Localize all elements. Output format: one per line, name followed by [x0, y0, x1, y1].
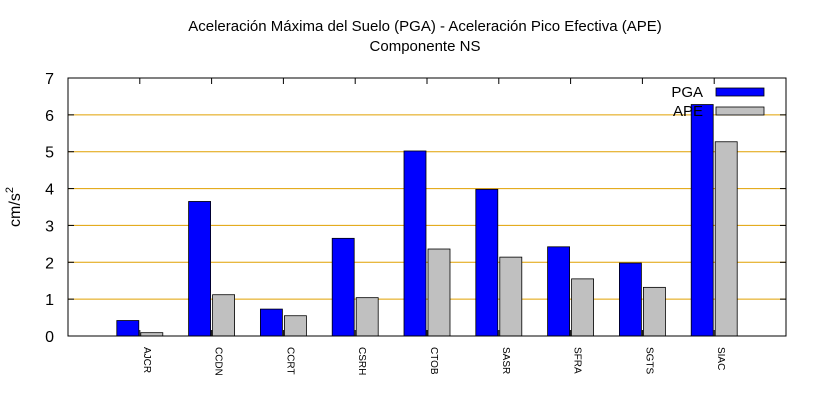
- bar-ape-ccrt: [283, 315, 307, 337]
- bar-pga-csrh: [331, 237, 355, 337]
- chart-subtitle: Componente NS: [370, 38, 481, 55]
- bar-pga-siac: [690, 104, 714, 337]
- y-tick-label: 3: [45, 218, 54, 235]
- bar-ape-ccdn: [212, 294, 236, 337]
- bar-ape-sasr: [499, 256, 523, 337]
- y-tick-label: 4: [45, 182, 54, 199]
- bar-pga-ccdn: [188, 201, 212, 337]
- y-tick-label: 6: [45, 108, 54, 125]
- bars: [116, 104, 738, 337]
- x-tick-label: SFRA: [572, 347, 583, 374]
- x-tick-label: SIAC: [715, 347, 726, 370]
- bar-pga-sasr: [475, 188, 499, 337]
- bar-ape-siac: [714, 141, 738, 337]
- x-tick-label: CCRT: [284, 347, 295, 375]
- x-tick-label: CSRH: [356, 347, 367, 375]
- gridlines: [68, 114, 786, 300]
- x-tick-label: AJCR: [141, 347, 152, 373]
- y-tick-label: 1: [45, 292, 54, 309]
- y-axis-label: cm/s2: [4, 187, 24, 227]
- bar-ape-csrh: [355, 297, 379, 337]
- legend-swatch-ape: [715, 106, 765, 116]
- y-tick-label: 0: [45, 329, 54, 346]
- bar-ape-sgts: [643, 286, 666, 337]
- y-axis-label-unit: cm/s: [7, 193, 24, 227]
- y-tick-label: 7: [45, 71, 54, 88]
- y-axis: 0 1 2 3 4 5 6 7: [45, 71, 786, 346]
- x-tick-label: CCDN: [213, 347, 224, 376]
- legend: PGA APE: [671, 84, 765, 120]
- y-tick-label: 2: [45, 255, 54, 272]
- bar-ape-sfra: [571, 278, 594, 337]
- x-axis: AJCR CCDN CCRT CSRH CTOB SASR SFRA SGTS SIAC: [139, 78, 726, 376]
- legend-label-pga: PGA: [671, 84, 703, 101]
- bar-pga-sgts: [619, 262, 642, 337]
- legend-swatch-pga: [715, 87, 765, 97]
- bar-pga-ctob: [403, 150, 427, 337]
- bar-ape-ctob: [427, 248, 451, 337]
- chart-title: Aceleración Máxima del Suelo (PGA) - Ace…: [188, 18, 662, 35]
- y-axis-label-exponent: 2: [4, 187, 16, 193]
- x-tick-label: SASR: [500, 347, 511, 374]
- y-tick-label: 5: [45, 145, 54, 162]
- x-tick-label: CTOB: [428, 347, 439, 375]
- bar-pga-ajcr: [116, 320, 140, 337]
- x-tick-label: SGTS: [643, 347, 654, 375]
- bar-pga-ccrt: [259, 308, 283, 337]
- bar-pga-sfra: [547, 246, 570, 337]
- legend-label-ape: APE: [673, 103, 703, 120]
